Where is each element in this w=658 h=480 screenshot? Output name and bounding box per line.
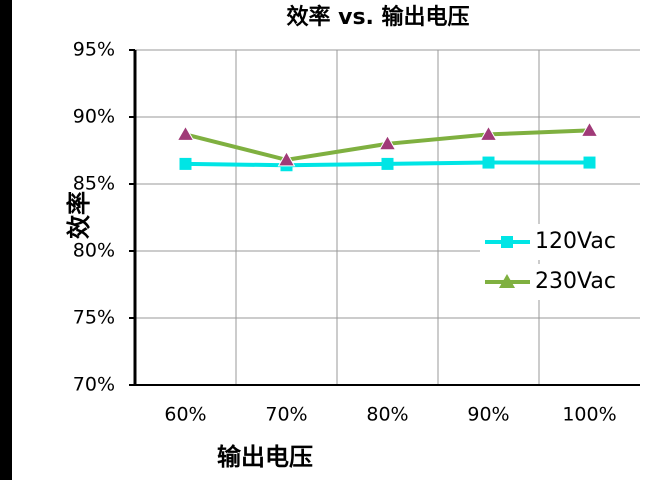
- y-tick-label: 95%: [73, 39, 115, 61]
- legend-label: 230Vac: [535, 269, 616, 294]
- legend-label: 120Vac: [535, 229, 616, 254]
- point-marker: [179, 157, 192, 170]
- point-marker: [583, 156, 596, 169]
- x-tick-label: 90%: [467, 404, 509, 426]
- point-marker: [482, 156, 495, 169]
- y-tick-label: 70%: [73, 374, 115, 396]
- y-axis-label: 效率: [65, 191, 93, 239]
- y-tick-label: 80%: [73, 240, 115, 262]
- x-tick-label: 100%: [562, 404, 616, 426]
- x-tick-label: 80%: [366, 404, 408, 426]
- point-marker: [580, 121, 599, 137]
- y-tick-label: 90%: [73, 106, 115, 128]
- legend-marker: [499, 274, 515, 288]
- point-marker: [176, 125, 195, 141]
- x-axis-label: 输出电压: [217, 443, 313, 471]
- legend-marker: [501, 236, 513, 248]
- y-tick-label: 75%: [73, 307, 115, 329]
- y-tick-label: 85%: [73, 173, 115, 195]
- point-marker: [381, 157, 394, 170]
- point-marker: [479, 125, 498, 141]
- point-marker: [378, 134, 397, 151]
- chart-title: 效率 vs. 输出电压: [286, 4, 469, 30]
- point-marker: [277, 150, 296, 167]
- x-tick-label: 60%: [164, 404, 206, 426]
- x-tick-label: 70%: [265, 404, 307, 426]
